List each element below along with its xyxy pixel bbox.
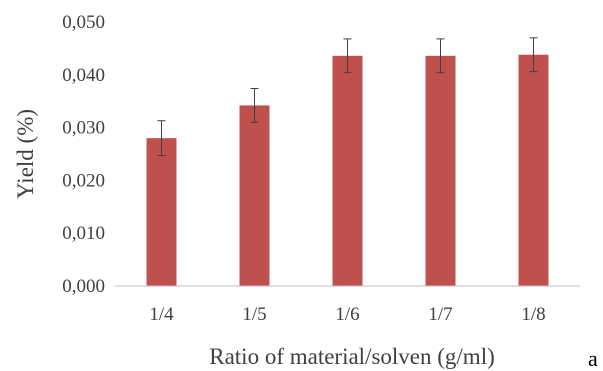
y-axis-ticks: 0,000 0,010 0,020 0,030 0,040 0,050 [62,12,105,297]
y-tick-label: 0,000 [62,276,105,297]
x-tick-label: 1/7 [428,304,452,325]
x-tick-label: 1/8 [521,304,545,325]
bar [239,105,270,286]
y-tick-label: 0,010 [62,223,105,244]
x-axis-ticks: 1/4 1/5 1/6 1/7 1/8 [149,304,545,325]
bar [518,54,549,287]
bar [425,55,456,287]
bars [146,54,549,287]
x-tick-label: 1/5 [242,304,266,325]
x-tick-label: 1/6 [335,304,359,325]
y-tick-label: 0,040 [62,65,105,86]
x-tick-label: 1/4 [149,304,174,325]
error-bars [157,37,538,157]
bar [332,55,363,287]
bar [146,138,177,286]
x-axis-title: Ratio of material/solven (g/ml) [209,344,495,369]
y-axis-title: Yield (%) [13,109,38,199]
panel-label: a [588,346,598,371]
y-tick-label: 0,050 [62,12,105,33]
y-tick-label: 0,030 [62,118,105,139]
y-tick-label: 0,020 [62,170,105,191]
